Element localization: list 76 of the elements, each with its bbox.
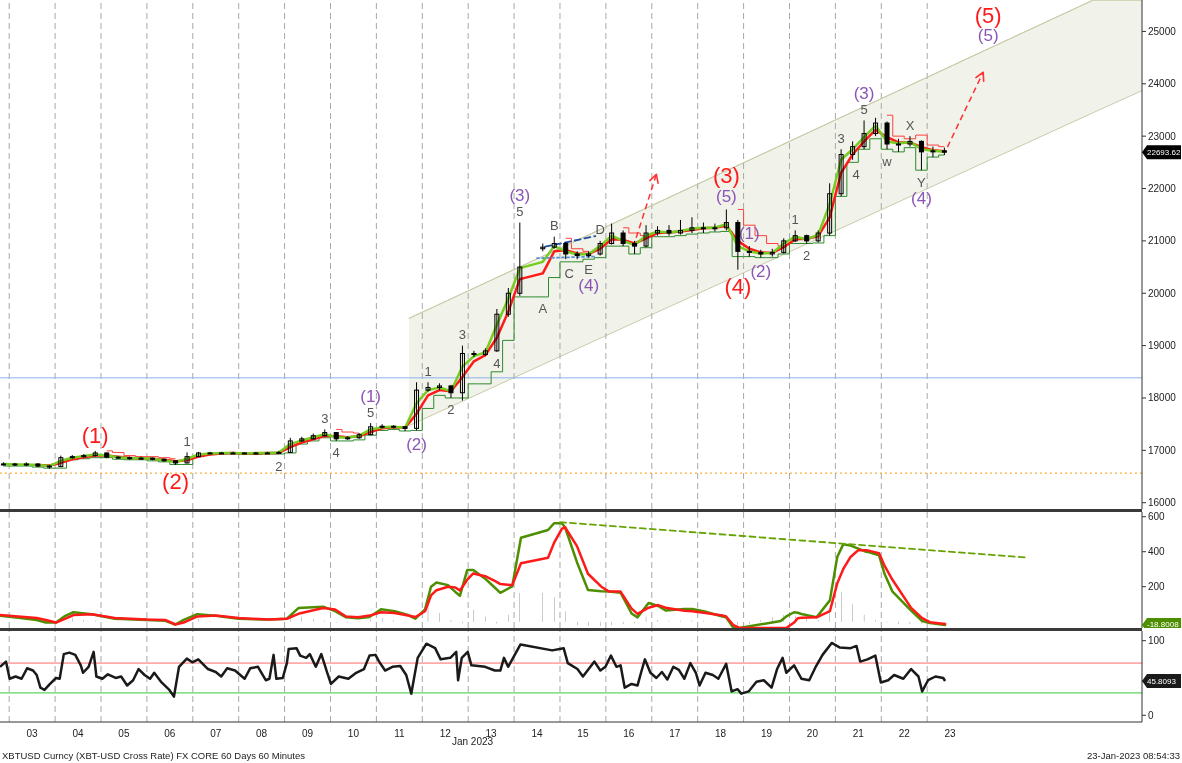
x-tick-label: 23 [944, 728, 957, 740]
annotation: (2) [750, 261, 772, 281]
x-tick-label: 18 [715, 728, 727, 740]
y-tick-label: 22000 [1148, 183, 1177, 195]
y-tick-label: -18.8008 [1147, 620, 1180, 630]
annotation: w [881, 153, 893, 169]
annotation: C [564, 265, 574, 281]
annotation: (4) [911, 188, 932, 208]
x-tick-label: 19 [760, 728, 773, 740]
x-tick-label: 03 [26, 728, 39, 740]
x-tick-label: 07 [210, 728, 222, 740]
x-tick-label: 17 [669, 728, 681, 740]
annotation: 5 [367, 404, 375, 420]
annotation: 3 [837, 130, 845, 146]
x-tick-label: 16 [623, 728, 635, 740]
annotation: 4 [852, 166, 860, 182]
annotation: (4) [578, 275, 600, 295]
annotation: X [905, 117, 915, 133]
annotation: (2) [406, 434, 427, 454]
x-tick-label: 22 [898, 728, 911, 740]
annotation: (1) [360, 386, 382, 406]
x-tick-label: 12 [439, 728, 452, 740]
annotation: 1 [424, 363, 432, 379]
y-tick-label: 100 [1148, 635, 1166, 647]
text: XBTUSD Curncy (XBT-USD Cross Rate) FX CORE 60 Days 60 Minutes [2, 750, 306, 761]
y-tick-label: 23000 [1148, 130, 1177, 142]
annotation: (5) [974, 2, 1002, 28]
annotation: B [549, 217, 559, 233]
annotation: (3) [712, 162, 740, 188]
y-tick-label: 600 [1148, 511, 1166, 523]
annotation: 4 [493, 355, 501, 371]
annotation: (1) [738, 223, 760, 243]
x-tick-label: 06 [164, 728, 176, 740]
annotation: A [538, 300, 548, 316]
y-tick-label: 0 [1148, 709, 1154, 721]
y-tick-label: 400 [1148, 546, 1166, 558]
y-tick-label: 18000 [1148, 392, 1177, 404]
y-tick-label: 20000 [1148, 287, 1177, 299]
y-tick-label: 200 [1148, 581, 1166, 593]
annotation: 4 [332, 444, 340, 460]
x-tick-label: 15 [577, 728, 589, 740]
x-tick-label: 04 [72, 728, 85, 740]
y-tick-label: 19000 [1148, 340, 1177, 352]
annotation: 2 [803, 247, 811, 263]
annotation: (3) [853, 83, 875, 103]
x-tick-label: 05 [118, 728, 130, 740]
x-tick-label: 14 [531, 728, 544, 740]
annotation: 1 [183, 433, 191, 449]
x-tick-label: 10 [347, 728, 360, 740]
x-tick-label: 20 [806, 728, 819, 740]
annotation: (3) [509, 185, 531, 205]
annotation: (4) [724, 273, 752, 299]
y-tick-label: 21000 [1148, 235, 1177, 247]
annotation: 1 [791, 211, 799, 227]
x-tick-label: 08 [256, 728, 268, 740]
annotation: 3 [321, 410, 329, 426]
annotation: Y [917, 174, 927, 190]
x-tick-label: 11 [394, 728, 405, 740]
annotation: 2 [447, 401, 455, 417]
annotation: 2 [275, 458, 283, 474]
annotation: E [584, 261, 594, 277]
annotation: 3 [458, 326, 467, 342]
annotation: 5 [860, 101, 868, 117]
annotation: (1) [81, 422, 109, 448]
y-tick-label: 22693.62 [1147, 147, 1181, 157]
x-tick-label: 21 [852, 728, 865, 740]
x-tick-label: 09 [301, 728, 314, 740]
annotation: (2) [162, 468, 190, 494]
y-tick-label: 24000 [1148, 78, 1177, 90]
annotation: D [595, 221, 605, 237]
y-tick-label: 16000 [1148, 497, 1177, 509]
text: 23-Jan-2023 08:54:33 [1087, 750, 1180, 761]
y-tick-label: 17000 [1148, 444, 1177, 456]
y-tick-label: 45.8093 [1147, 676, 1177, 686]
annotation: 5 [516, 203, 524, 219]
y-tick-label: 25000 [1148, 25, 1177, 37]
